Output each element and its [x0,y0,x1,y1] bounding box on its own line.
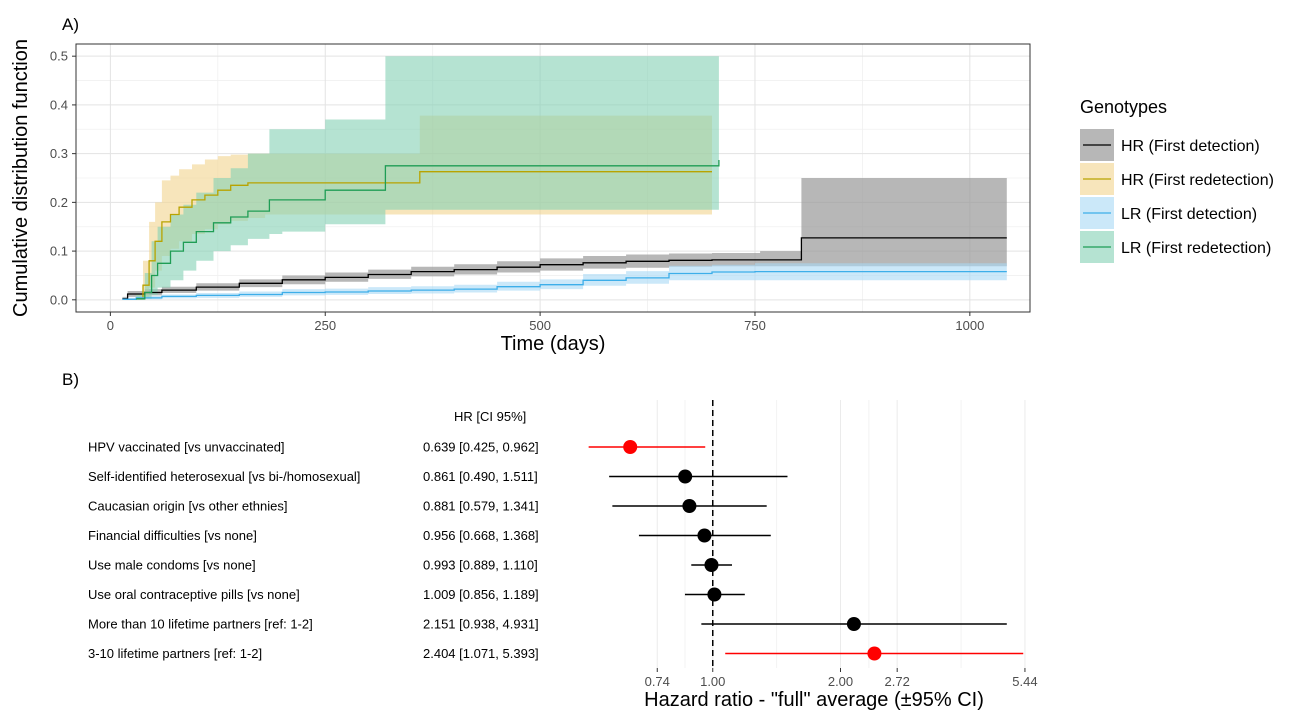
panel-a-x-ticks: 0 250 500 750 1000 [107,312,984,333]
legend-label: LR (First redetection) [1121,240,1271,257]
ribbon-series-3 [122,263,1007,300]
forest-row: Use oral contraceptive pills [vs none] 1.… [88,587,745,602]
panel-b-x-ticks: 0.74 1.00 2.00 2.72 5.44 [645,668,1038,689]
x-tick-label: 2.72 [885,674,910,689]
hazard-ratio-point [846,617,861,631]
forest-row: Financial difficulties [vs none] 0.956 [0… [88,528,771,543]
forest-rows: HPV vaccinated [vs unvaccinated] 0.639 [0… [88,440,1024,661]
row-label: 3-10 lifetime partners [ref: 1-2] [88,646,262,661]
row-hr-value: 1.009 [0.856, 1.189] [423,587,539,602]
x-tick-label: 750 [744,318,766,333]
legend: Genotypes HR (First detection) HR (First … [1080,97,1274,263]
forest-row: Caucasian origin [vs other ethnies] 0.881… [88,499,767,514]
legend-label: HR (First redetection) [1121,172,1274,189]
cdf-line-series-2 [136,171,712,300]
row-hr-value: 2.404 [1.071, 5.393] [423,646,539,661]
panel-b-tag: B) [62,370,79,389]
ribbon-series-4 [136,56,719,300]
y-tick-label: 0.1 [50,244,68,259]
hazard-ratio-point [697,528,712,543]
panel-b: B) HR [CI 95%] HPV vaccinated [vs unvacc… [62,370,1038,711]
forest-row: Use male condoms [vs none] 0.993 [0.889, … [88,558,732,573]
panel-b-x-axis-title: Hazard ratio - "full" average (±95% CI) [644,689,984,711]
row-hr-value: 2.151 [0.938, 4.931] [423,617,539,632]
row-label: Self-identified heterosexual [vs bi-/hom… [88,469,360,484]
row-hr-value: 0.956 [0.668, 1.368] [423,528,539,543]
panel-a-x-axis-title: Time (days) [501,333,606,355]
forest-row: HPV vaccinated [vs unvaccinated] 0.639 [0… [88,440,706,455]
panel-a-y-ticks: 0.0 0.1 0.2 0.3 0.4 0.5 [50,49,76,307]
hazard-ratio-point [678,469,693,484]
row-hr-value: 0.993 [0.889, 1.110] [423,558,538,573]
legend-label: HR (First detection) [1121,138,1260,155]
forest-row: More than 10 lifetime partners [ref: 1-2… [88,617,1007,632]
x-tick-label: 1000 [955,318,984,333]
hazard-ratio-point [867,646,882,661]
forest-row: 3-10 lifetime partners [ref: 1-2] 2.404 [… [88,646,1024,661]
forest-row: Self-identified heterosexual [vs bi-/hom… [88,469,788,484]
x-tick-label: 0 [107,318,114,333]
row-label: Use oral contraceptive pills [vs none] [88,587,300,602]
y-tick-label: 0.2 [50,195,68,210]
cdf-line-series-4 [136,160,720,300]
y-tick-label: 0.5 [50,49,68,64]
x-tick-label: 5.44 [1012,674,1037,689]
y-tick-label: 0.0 [50,292,68,307]
y-tick-label: 0.4 [50,97,68,112]
hazard-ratio-point [682,499,697,513]
x-tick-label: 250 [314,318,336,333]
row-hr-value: 0.639 [0.425, 0.962] [423,440,539,455]
row-label: Use male condoms [vs none] [88,558,256,573]
y-tick-label: 0.3 [50,146,68,161]
hazard-ratio-point [707,587,722,602]
panel-a-cdf-lines [122,160,1007,300]
panel-a-tag: A) [62,15,79,34]
row-label: Caucasian origin [vs other ethnies] [88,499,287,514]
panel-a: A) 0.0 0.1 0.2 0.3 0.4 0.5 0 250 500 750 1000 Tim… [10,15,1274,355]
panel-a-plot-border [75,43,1031,313]
x-tick-label: 1.00 [700,674,725,689]
panel-a-y-axis-title: Cumulative distribution function [10,39,32,317]
row-hr-value: 0.881 [0.579, 1.341] [423,499,539,514]
cdf-line-series-3 [122,270,1007,300]
x-tick-label: 0.74 [645,674,670,689]
row-label: HPV vaccinated [vs unvaccinated] [88,440,285,455]
hr-column-header: HR [CI 95%] [454,409,526,424]
cdf-line-series-1 [122,237,1007,300]
row-hr-value: 0.861 [0.490, 1.511] [423,469,538,484]
hazard-ratio-point [704,558,719,572]
row-label: Financial difficulties [vs none] [88,528,257,543]
legend-label: LR (First detection) [1121,206,1257,223]
x-tick-label: 2.00 [828,674,853,689]
hazard-ratio-point [623,440,638,454]
legend-title: Genotypes [1080,97,1167,117]
row-label: More than 10 lifetime partners [ref: 1-2… [88,617,313,632]
x-tick-label: 500 [529,318,551,333]
